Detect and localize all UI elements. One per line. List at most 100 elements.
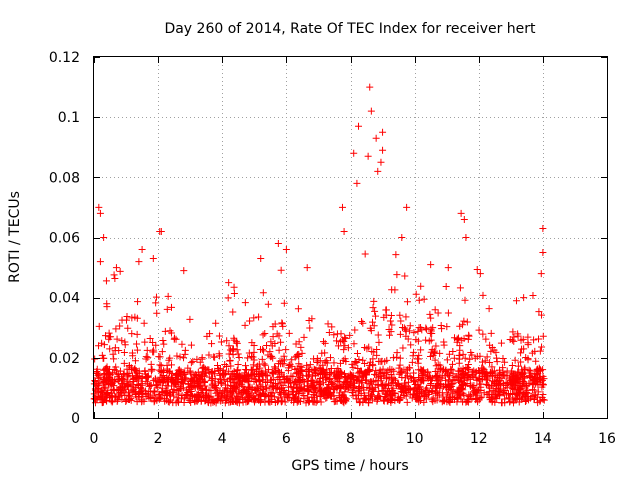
data-point (137, 387, 145, 395)
data-point (410, 378, 418, 386)
data-point (337, 330, 345, 338)
data-point (349, 364, 357, 372)
data-point (234, 373, 242, 381)
data-point (373, 351, 381, 359)
data-point (414, 337, 422, 345)
data-point (382, 306, 390, 314)
data-point (207, 387, 215, 395)
data-point (160, 340, 168, 348)
data-point (223, 337, 231, 345)
data-point (117, 384, 125, 392)
data-point (105, 381, 113, 389)
data-point (327, 370, 335, 378)
data-point (373, 346, 381, 354)
data-point (340, 227, 348, 235)
data-point (455, 378, 463, 386)
data-point (263, 378, 271, 386)
data-point (445, 376, 453, 384)
data-point (360, 373, 368, 381)
data-point (515, 398, 523, 406)
data-point (208, 368, 216, 376)
data-point (447, 365, 455, 373)
data-point (526, 372, 534, 380)
data-point (103, 389, 111, 397)
data-point (302, 367, 310, 375)
data-point (289, 373, 297, 381)
data-point (174, 379, 182, 387)
data-point (269, 323, 277, 331)
data-point (362, 370, 370, 378)
data-point (522, 397, 530, 405)
data-point (271, 367, 279, 375)
data-point (483, 390, 491, 398)
data-point (167, 329, 175, 337)
data-point (501, 395, 509, 403)
data-point (141, 338, 149, 346)
data-point (414, 327, 422, 335)
data-point (157, 394, 165, 402)
data-point (249, 370, 257, 378)
data-point (338, 369, 346, 377)
x-tick-label: 6 (282, 431, 291, 447)
data-point (425, 391, 433, 399)
data-point (157, 362, 165, 370)
data-point (364, 152, 372, 160)
data-point (107, 371, 115, 379)
data-point (476, 352, 484, 360)
data-point (496, 387, 504, 395)
data-point (274, 374, 282, 382)
data-point (201, 391, 209, 399)
data-point (398, 234, 406, 241)
data-point (241, 386, 249, 394)
data-point (207, 399, 215, 407)
data-point (255, 313, 263, 321)
data-point (103, 300, 111, 308)
data-point (318, 349, 326, 357)
data-point (156, 361, 164, 369)
data-point (488, 363, 496, 371)
data-point (184, 364, 192, 372)
data-point (402, 313, 410, 321)
data-point (106, 345, 114, 353)
data-point (167, 361, 175, 369)
data-point (187, 341, 195, 349)
data-point (328, 381, 336, 389)
data-point (230, 334, 238, 342)
data-point (535, 308, 543, 316)
data-point (254, 367, 262, 375)
data-point (297, 384, 305, 392)
data-point (474, 367, 482, 375)
data-point (226, 357, 234, 365)
data-point (443, 323, 451, 331)
data-point (177, 367, 185, 375)
data-point (211, 353, 219, 361)
data-point (91, 377, 99, 385)
data-point (245, 371, 253, 379)
data-point (258, 383, 266, 391)
data-point (456, 322, 464, 330)
data-point (124, 373, 132, 381)
data-point (319, 367, 327, 375)
data-point (277, 338, 285, 346)
data-point (124, 324, 132, 332)
data-point (204, 366, 212, 374)
data-point (229, 308, 237, 316)
data-points (90, 83, 548, 407)
data-point (267, 376, 275, 384)
data-point (325, 329, 333, 336)
data-point (427, 314, 435, 322)
data-point (519, 390, 527, 398)
data-point (153, 381, 161, 389)
data-point (539, 332, 547, 340)
data-point (466, 355, 474, 363)
data-point (258, 355, 266, 363)
data-point (475, 375, 483, 383)
data-point (333, 372, 341, 380)
data-point (358, 379, 366, 387)
data-point (98, 392, 106, 400)
data-point (295, 338, 303, 346)
data-point (185, 380, 193, 388)
data-point (146, 381, 154, 389)
data-point (323, 371, 331, 379)
data-point (456, 383, 464, 391)
